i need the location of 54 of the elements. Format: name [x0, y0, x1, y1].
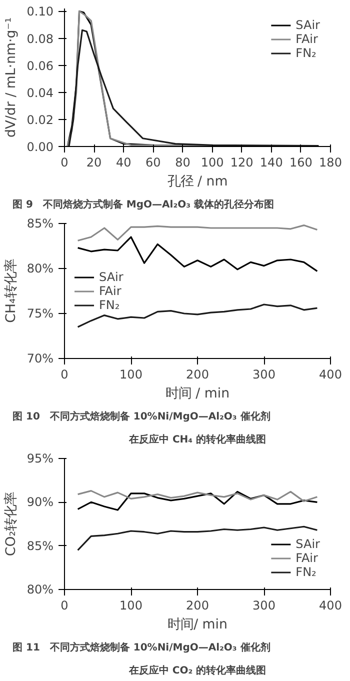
x-tick-label: 0	[60, 156, 68, 170]
legend-label: FN₂	[296, 565, 316, 579]
x-tick-label: 400	[319, 368, 342, 382]
y-tick-label: 0.08	[26, 32, 54, 46]
legend-label: FAir	[296, 32, 318, 46]
y-tick-label: 85%	[26, 216, 54, 230]
x-tick-label: 100	[200, 156, 224, 170]
text: 在反应中 CH₄ 的转化率曲线图	[128, 434, 266, 446]
x-tick-label: 40	[116, 156, 132, 170]
x-tick-label: 200	[186, 368, 209, 382]
x-tick-label: 180	[319, 156, 342, 170]
x-tick-label: 160	[289, 156, 312, 170]
legend-label: SAir	[296, 537, 320, 551]
legend-label: FN₂	[99, 298, 120, 312]
y-tick-label: 0.04	[26, 86, 54, 100]
x-axis-title: 孔径 / nm	[167, 174, 228, 190]
legend-label: SAir	[99, 270, 124, 284]
y-axis-title: dV/dr / mL·nm·g⁻¹	[4, 17, 19, 138]
text: 图 10 不同方式焙烧制备 10%Ni/MgO—Al₂O₃ 催化剂	[12, 410, 270, 422]
y-tick-label: 70%	[26, 352, 54, 366]
y-axis-title: CO₂转化率	[2, 492, 19, 556]
text: 图 9 不同焙烧方式制备 MgO—Al₂O₃ 载体的孔径分布图	[12, 198, 274, 210]
x-tick-label: 140	[260, 156, 283, 170]
x-axis-title: 时间 / min	[165, 386, 230, 402]
y-tick-label: 95%	[26, 452, 54, 466]
x-tick-label: 100	[120, 368, 142, 382]
y-axis-title: CH₄转化率	[2, 259, 19, 323]
legend-label: FN₂	[296, 46, 316, 60]
legend-label: SAir	[296, 18, 320, 32]
y-tick-label: 0.00	[26, 140, 54, 154]
x-tick-label: 0	[60, 368, 68, 382]
x-tick-label: 200	[186, 598, 209, 612]
x-axis-title: 时间/ min	[168, 618, 228, 632]
x-tick-label: 400	[319, 598, 342, 612]
x-tick-label: 120	[230, 156, 254, 170]
legend-label: FAir	[296, 551, 318, 565]
x-tick-label: 100	[120, 598, 142, 612]
y-tick-label: 75%	[26, 306, 54, 320]
x-tick-label: 20	[86, 156, 102, 170]
text: 图 11 不同方式焙烧制备 10%Ni/MgO—Al₂O₃ 催化剂	[12, 642, 270, 654]
x-tick-label: 300	[252, 598, 276, 612]
text: 在反应中 CO₂ 的转化率曲线图	[128, 664, 266, 676]
y-tick-label: 80%	[26, 262, 54, 276]
x-tick-label: 60	[146, 156, 161, 170]
legend-label: FAir	[99, 284, 122, 298]
y-tick-label: 85%	[26, 538, 54, 553]
x-tick-label: 80	[175, 156, 190, 170]
y-tick-label: 90%	[26, 495, 54, 510]
y-tick-label: 0.02	[26, 112, 54, 127]
y-tick-label: 80%	[26, 582, 54, 596]
x-tick-label: 300	[252, 368, 276, 382]
x-tick-label: 0	[60, 598, 68, 612]
y-tick-label: 0.10	[26, 4, 54, 19]
y-tick-label: 0.06	[26, 58, 54, 73]
